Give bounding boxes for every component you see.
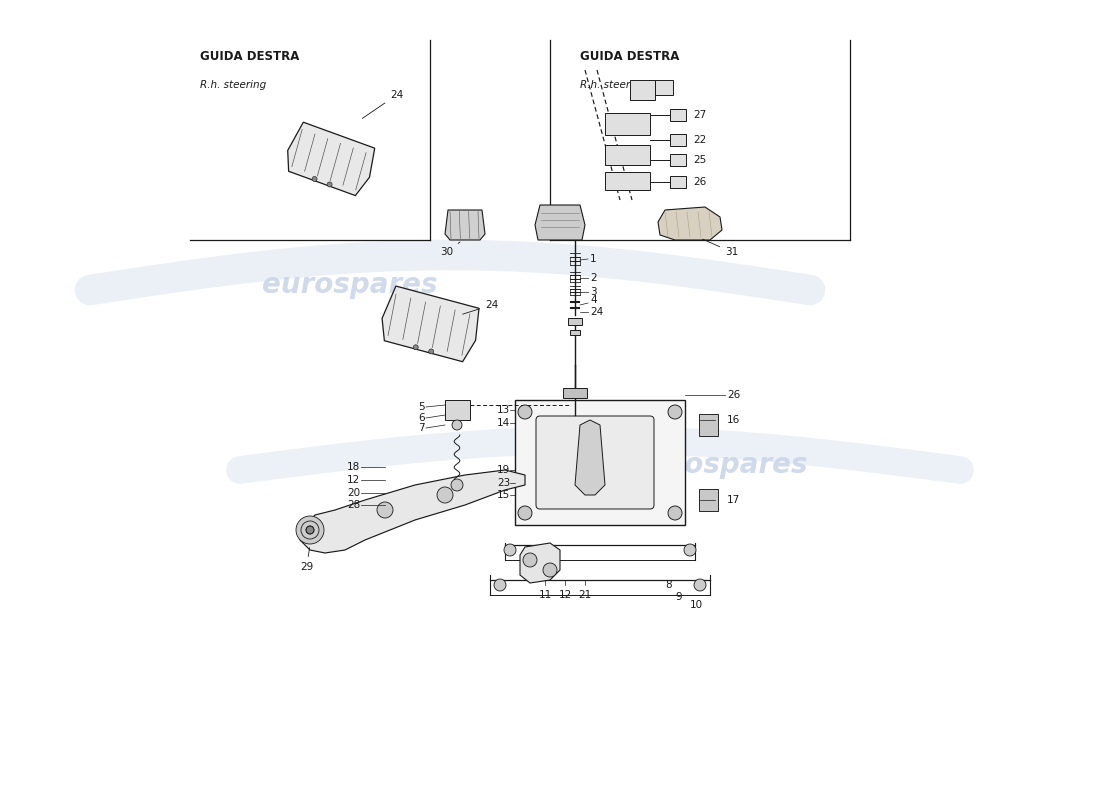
FancyBboxPatch shape <box>605 172 650 190</box>
Circle shape <box>298 518 322 542</box>
Polygon shape <box>300 470 525 553</box>
Text: 4: 4 <box>590 295 596 305</box>
Text: 2: 2 <box>590 273 596 283</box>
Circle shape <box>452 420 462 430</box>
FancyBboxPatch shape <box>670 134 686 146</box>
Text: 22: 22 <box>693 135 706 145</box>
Text: 24: 24 <box>590 307 603 317</box>
Polygon shape <box>446 210 485 240</box>
Polygon shape <box>382 286 478 362</box>
Text: 24: 24 <box>463 300 498 314</box>
FancyBboxPatch shape <box>605 145 650 165</box>
Text: 13: 13 <box>497 405 510 415</box>
Text: 8: 8 <box>666 580 672 590</box>
Polygon shape <box>575 420 605 495</box>
Circle shape <box>684 544 696 556</box>
Text: 5: 5 <box>418 402 425 412</box>
Text: 7: 7 <box>418 423 425 433</box>
Circle shape <box>377 502 393 518</box>
FancyBboxPatch shape <box>670 176 686 188</box>
Circle shape <box>306 526 313 534</box>
Polygon shape <box>658 207 722 240</box>
Circle shape <box>694 579 706 591</box>
Text: GUIDA DESTRA: GUIDA DESTRA <box>580 50 680 63</box>
Text: 23: 23 <box>497 478 510 488</box>
Text: 29: 29 <box>300 548 313 572</box>
Text: 21: 21 <box>579 590 592 600</box>
Text: 31: 31 <box>703 239 738 257</box>
Text: 24: 24 <box>362 90 404 118</box>
FancyBboxPatch shape <box>670 109 686 121</box>
Text: R.h. steering: R.h. steering <box>200 80 266 90</box>
Circle shape <box>518 506 532 520</box>
Text: GUIDA DESTRA: GUIDA DESTRA <box>200 50 299 63</box>
Circle shape <box>327 182 332 187</box>
Text: 6: 6 <box>418 413 425 423</box>
Text: 25: 25 <box>693 155 706 165</box>
Text: 11: 11 <box>538 590 551 600</box>
FancyBboxPatch shape <box>654 80 673 95</box>
FancyBboxPatch shape <box>698 490 717 510</box>
Circle shape <box>429 349 433 354</box>
Text: eurospares: eurospares <box>632 451 807 479</box>
Text: R.h. steering: R.h. steering <box>580 80 647 90</box>
FancyBboxPatch shape <box>568 318 582 325</box>
Polygon shape <box>535 205 585 240</box>
FancyBboxPatch shape <box>630 80 654 100</box>
FancyBboxPatch shape <box>515 400 685 525</box>
FancyBboxPatch shape <box>698 414 717 435</box>
Circle shape <box>668 506 682 520</box>
Text: 18: 18 <box>346 462 360 472</box>
Text: eurospares: eurospares <box>262 271 438 299</box>
Circle shape <box>543 563 557 577</box>
Text: 16: 16 <box>727 415 740 425</box>
FancyBboxPatch shape <box>570 330 580 335</box>
Text: 27: 27 <box>693 110 706 120</box>
Text: 28: 28 <box>346 500 360 510</box>
Circle shape <box>504 544 516 556</box>
Text: 20: 20 <box>346 488 360 498</box>
Text: 15: 15 <box>497 490 510 500</box>
Circle shape <box>668 405 682 419</box>
Text: 26: 26 <box>727 390 740 400</box>
FancyBboxPatch shape <box>563 388 587 398</box>
FancyBboxPatch shape <box>446 400 470 420</box>
Text: 1: 1 <box>590 254 596 264</box>
Circle shape <box>518 405 532 419</box>
Polygon shape <box>288 122 375 195</box>
Circle shape <box>296 516 324 544</box>
Circle shape <box>312 177 317 182</box>
Polygon shape <box>520 543 560 583</box>
Text: 14: 14 <box>497 418 510 428</box>
Text: 12: 12 <box>346 475 360 485</box>
Circle shape <box>414 345 418 350</box>
FancyBboxPatch shape <box>670 154 686 166</box>
Circle shape <box>494 579 506 591</box>
Text: 9: 9 <box>675 592 682 602</box>
Text: 26: 26 <box>693 177 706 187</box>
Circle shape <box>522 553 537 567</box>
Text: 17: 17 <box>727 495 740 505</box>
Text: 30: 30 <box>440 242 460 257</box>
Text: 19: 19 <box>497 465 510 475</box>
FancyBboxPatch shape <box>605 113 650 135</box>
Circle shape <box>437 487 453 503</box>
FancyBboxPatch shape <box>536 416 654 509</box>
Circle shape <box>451 479 463 491</box>
Text: 12: 12 <box>559 590 572 600</box>
Text: 10: 10 <box>690 600 703 610</box>
Text: 3: 3 <box>590 287 596 297</box>
